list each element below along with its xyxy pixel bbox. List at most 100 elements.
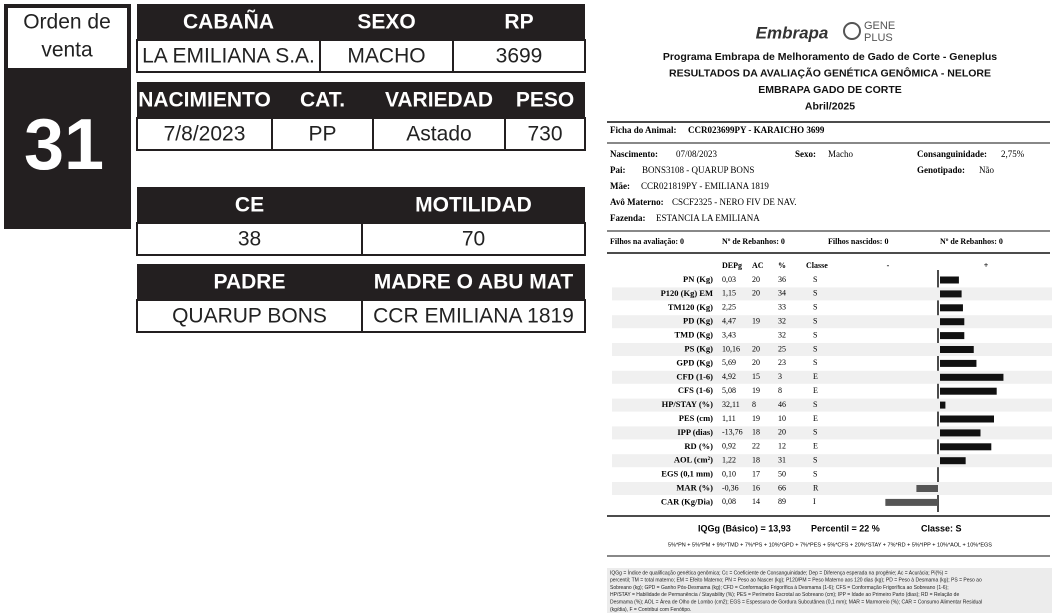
- table-value-band: [136, 117, 586, 151]
- trait-class: S: [813, 456, 817, 465]
- table-value-band: [136, 39, 586, 73]
- trait-ac: 19: [752, 317, 760, 326]
- percentile-bar: [940, 304, 963, 312]
- table-header: VARIEDAD: [385, 89, 493, 112]
- trait-name: MAR (%): [676, 482, 713, 492]
- percentile-bar: [885, 498, 938, 506]
- trait-pct: 36: [778, 275, 786, 284]
- footnote-box: [607, 568, 1052, 613]
- summary: IQGg (Básico) = 13,93: [698, 523, 791, 533]
- trait-dep: 1,15: [722, 289, 736, 298]
- field-label: Genotipado:: [917, 165, 965, 175]
- logo2: GENE: [864, 20, 895, 32]
- field-value: CSCF2325 - NERO FIV DE NAV.: [672, 197, 797, 207]
- footnote: HP/STAY = Habilidade de Permanência / St…: [610, 592, 959, 598]
- field-label: Consanguinidade:: [917, 149, 987, 159]
- percentile-bar: [940, 387, 997, 395]
- table-value: 3699: [496, 45, 543, 68]
- field-label: Mãe:: [610, 181, 630, 191]
- table-header: CAT.: [300, 89, 345, 112]
- animal-value: CCR023699PY - KARAICHO 3699: [688, 125, 825, 135]
- logo2: PLUS: [864, 32, 893, 44]
- trait-class: S: [813, 344, 817, 353]
- field-value: Não: [979, 165, 994, 175]
- trait-dep: 32,11: [722, 400, 740, 409]
- trait-pct: 8: [778, 386, 782, 395]
- trait-name: RD (%): [684, 441, 713, 451]
- animal-label: Ficha do Animal:: [610, 125, 677, 135]
- trait-name: PD (Kg): [683, 316, 713, 326]
- column-header: +: [984, 261, 989, 270]
- trait-class: S: [813, 275, 817, 284]
- trait-pct: 12: [778, 442, 786, 451]
- trait-name: GPD (Kg): [676, 357, 713, 367]
- trait-ac: 19: [752, 386, 760, 395]
- row-shade: [612, 343, 1052, 356]
- trait-name: IPP (dias): [677, 427, 713, 437]
- footnote: Desmama (%); AOL = Área de Olho de Lombo…: [610, 599, 982, 606]
- trait-pct: 34: [778, 289, 786, 298]
- column-header: -: [887, 261, 890, 270]
- table-value: 70: [462, 228, 485, 251]
- trait-name: PS (Kg): [684, 343, 713, 353]
- trait-pct: 23: [778, 358, 786, 367]
- table-header: NACIMIENTO: [138, 89, 271, 112]
- trait-ac: 18: [752, 456, 760, 465]
- trait-class: S: [813, 330, 817, 339]
- trait-ac: 15: [752, 372, 760, 381]
- field-value: CCR021819PY - EMILIANA 1819: [641, 181, 769, 191]
- trait-pct: 20: [778, 428, 786, 437]
- trait-ac: 17: [752, 469, 760, 478]
- row-shade: [612, 482, 1052, 495]
- table-value: 7/8/2023: [164, 123, 246, 146]
- trait-name: HP/STAY (%): [662, 399, 714, 409]
- trait-class: R: [813, 483, 819, 492]
- trait-pct: 10: [778, 414, 786, 423]
- table-header: SEXO: [357, 11, 415, 34]
- trait-class: S: [813, 400, 817, 409]
- percentile-bar: [940, 346, 974, 353]
- field-value: 2,75%: [1001, 149, 1025, 159]
- trait-dep: 1,11: [722, 414, 736, 423]
- trait-class: S: [813, 317, 817, 326]
- trait-ac: 22: [752, 442, 760, 451]
- count: Filhos na avaliação: 0: [610, 237, 684, 246]
- table-header-band: [137, 82, 585, 118]
- logo-icon: [843, 22, 861, 40]
- percentile-bar: [940, 359, 977, 367]
- order-label: Orden de: [23, 11, 111, 34]
- trait-name: PN (Kg): [683, 274, 713, 284]
- table-header: CABAÑA: [183, 11, 274, 34]
- column-header: Classe: [806, 261, 828, 270]
- trait-pct: 46: [778, 400, 786, 409]
- trait-ac: 14: [752, 497, 760, 506]
- trait-dep: 3,43: [722, 330, 736, 339]
- trait-name: PES (cm): [679, 413, 713, 423]
- trait-name: CFS (1-6): [678, 385, 713, 395]
- table-value: 38: [238, 228, 261, 251]
- trait-class: S: [813, 303, 817, 312]
- trait-pct: 50: [778, 469, 786, 478]
- table-header: RP: [504, 11, 533, 34]
- count: Nº de Rebanhos: 0: [940, 237, 1003, 246]
- table-header: PADRE: [214, 271, 286, 294]
- percentile-bar: [940, 373, 1004, 381]
- trait-class: E: [813, 386, 818, 395]
- summary: Classe: S: [921, 523, 962, 533]
- percentile-bar: [940, 443, 992, 451]
- footnote: IQGg = Índice de qualificação genética g…: [610, 569, 948, 576]
- column-header: %: [778, 261, 786, 270]
- field-value: Macho: [828, 149, 853, 159]
- trait-name: TM120 (Kg): [668, 302, 713, 312]
- trait-dep: 2,25: [722, 303, 736, 312]
- trait-dep: 0,10: [722, 469, 736, 478]
- summary: Percentil = 22 %: [811, 523, 880, 533]
- percentile-bar: [940, 401, 946, 409]
- trait-class: S: [813, 428, 817, 437]
- table-header-band: [137, 187, 585, 223]
- trait-ac: 8: [752, 400, 756, 409]
- trait-dep: -13,76: [722, 428, 743, 437]
- order-label: venta: [41, 39, 93, 62]
